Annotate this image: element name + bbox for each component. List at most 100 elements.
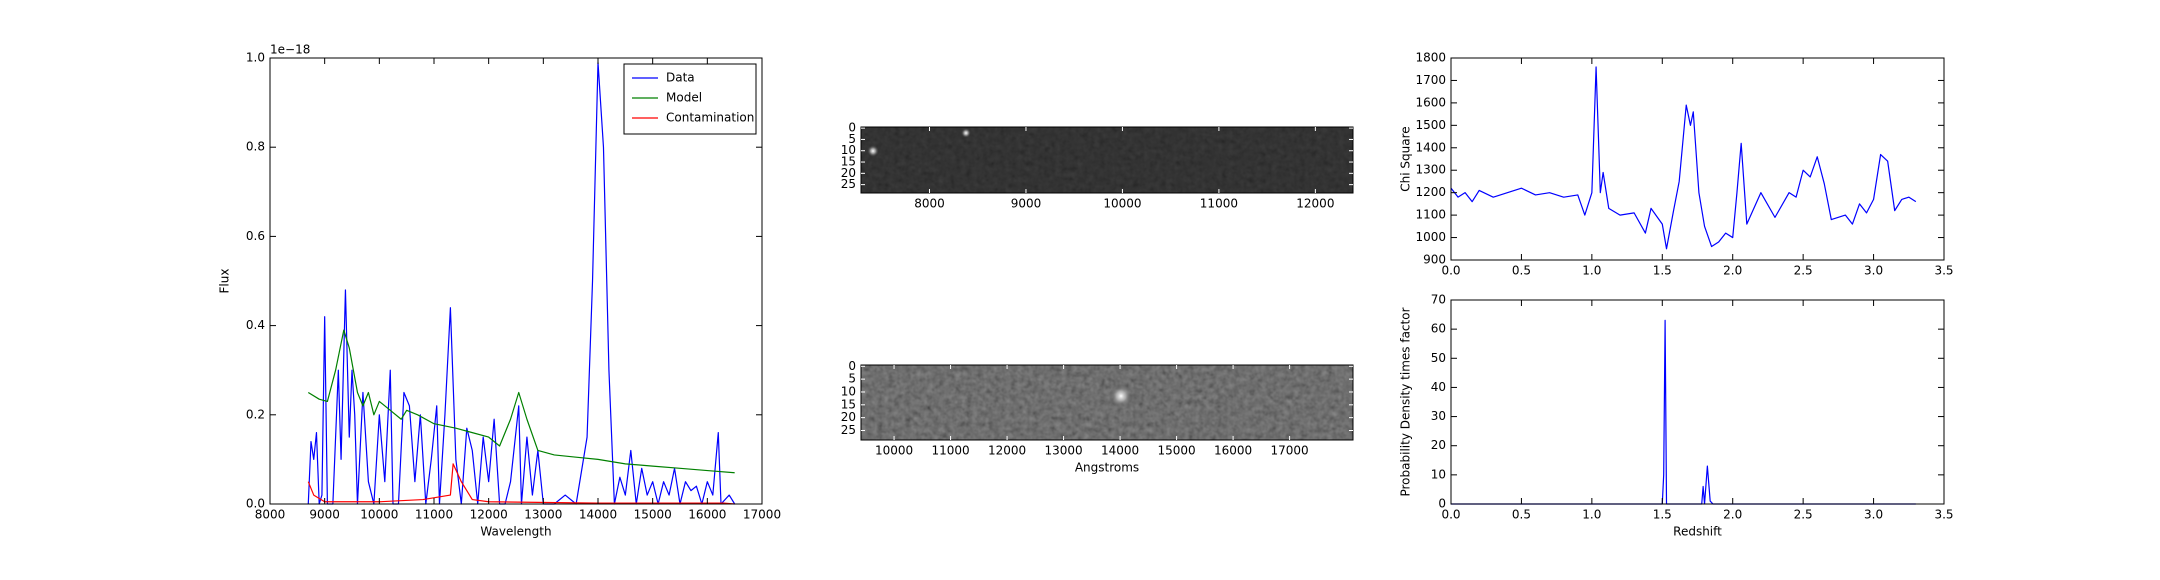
y-tick-label: 10	[841, 384, 856, 398]
plots: 8000 9000 10000 11000 12000 13000 14000 15000 16…	[218, 43, 1954, 539]
axes: 10000 11000 12000 13000 14000 15000 16000 17000…	[841, 359, 1354, 475]
x-tick-label: 11000	[1200, 197, 1238, 211]
x-axis-label: Redshift	[1673, 525, 1722, 539]
y-tick-label: 10	[841, 143, 856, 157]
image-source	[867, 145, 879, 157]
x-tick-label: 8000	[914, 197, 945, 211]
x-tick-label: 1.5	[1653, 264, 1672, 278]
y-tick-label: 1100	[1415, 208, 1446, 222]
x-tick-label: 0.5	[1512, 508, 1531, 522]
x-tick-label: 12000	[988, 444, 1026, 458]
axes-frame	[860, 126, 1354, 194]
x-tick-label: 9000	[309, 508, 340, 522]
legend-label: Contamination	[666, 111, 754, 125]
y-tick-label: 1000	[1415, 230, 1446, 244]
y-tick-label: 50	[1431, 351, 1446, 365]
y-tick-label: 40	[1431, 380, 1446, 394]
image-source	[1109, 384, 1133, 408]
y-tick-label: 30	[1431, 409, 1446, 423]
series-line	[307, 329, 735, 474]
x-tick-label: 2.5	[1794, 508, 1813, 522]
y-axis-label: Chi Square	[1399, 126, 1413, 191]
y-tick-label: 1200	[1415, 185, 1446, 199]
y-tick-label: 25	[841, 177, 856, 191]
x-tick-label: 1.0	[1582, 508, 1601, 522]
x-tick-label: 1.5	[1653, 508, 1672, 522]
x-tick-label: 15000	[1157, 444, 1195, 458]
legend-label: Data	[666, 71, 695, 85]
series-line	[1450, 66, 1917, 250]
legend-label: Model	[666, 91, 702, 105]
offset-label: 1e−18	[270, 43, 310, 57]
image-noise	[861, 365, 1353, 440]
y-tick-label: 1800	[1415, 51, 1446, 65]
image-source	[961, 128, 971, 138]
y-tick-label: 1300	[1415, 163, 1446, 177]
x-tick-label: 11000	[931, 444, 969, 458]
x-tick-label: 13000	[524, 508, 562, 522]
x-tick-label: 12000	[1296, 197, 1334, 211]
x-tick-label: 3.0	[1864, 508, 1883, 522]
series-line	[1451, 319, 1916, 505]
x-tick-label: 0.0	[1441, 508, 1460, 522]
y-tick-label: 0.2	[246, 407, 265, 421]
x-tick-label: 11000	[415, 508, 453, 522]
x-tick-label: 0.0	[1441, 264, 1460, 278]
y-tick-label: 0.0	[246, 497, 265, 511]
y-tick-label: 15	[841, 397, 856, 411]
x-tick-label: 3.5	[1934, 508, 1953, 522]
axes-frame	[269, 57, 763, 505]
x-tick-label: 17000	[1271, 444, 1309, 458]
image-noise	[861, 127, 1353, 193]
y-tick-label: 0	[848, 121, 856, 135]
x-tick-label: 1.0	[1582, 264, 1601, 278]
x-tick-label: 2.0	[1723, 508, 1742, 522]
series-line	[307, 61, 736, 505]
x-tick-label: 10000	[1103, 197, 1141, 211]
y-tick-label: 1600	[1415, 95, 1446, 109]
y-tick-label: 1400	[1415, 140, 1446, 154]
x-tick-label: 10000	[360, 508, 398, 522]
x-axis-label: Wavelength	[480, 525, 551, 539]
x-tick-label: 10000	[875, 444, 913, 458]
x-tick-label: 17000	[743, 508, 781, 522]
axes: 8000 9000 10000 11000 12000 13000 14000 15000 16…	[218, 43, 782, 539]
x-tick-label: 15000	[634, 508, 672, 522]
y-tick-label: 20	[1431, 438, 1446, 452]
axes: 0.0 0.5 1.0 1.5 2.0 2.5 3.0 3.5 900 1000 1100 1200 1…	[1399, 51, 1954, 278]
x-tick-label: 12000	[470, 508, 508, 522]
x-tick-label: 8000	[255, 508, 286, 522]
y-tick-label: 5	[848, 372, 856, 386]
y-tick-label: 0.6	[246, 229, 265, 243]
y-tick-label: 60	[1431, 322, 1446, 336]
x-tick-label: 16000	[1214, 444, 1252, 458]
x-tick-label: 14000	[1101, 444, 1139, 458]
x-axis-label: Angstroms	[1075, 461, 1139, 475]
y-tick-label: 10	[1431, 467, 1446, 481]
y-tick-label: 70	[1431, 293, 1446, 307]
y-tick-label: 900	[1423, 253, 1446, 267]
y-tick-label: 0.8	[246, 140, 265, 154]
x-tick-label: 13000	[1044, 444, 1082, 458]
x-tick-label: 9000	[1011, 197, 1042, 211]
y-tick-label: 1500	[1415, 118, 1446, 132]
x-tick-label: 2.0	[1723, 264, 1742, 278]
x-tick-label: 3.0	[1864, 264, 1883, 278]
x-tick-label: 2.5	[1794, 264, 1813, 278]
legend: Data Model Contamination	[623, 63, 757, 135]
y-tick-label: 0	[1438, 497, 1446, 511]
y-axis-label: Probability Density times factor	[1399, 307, 1413, 496]
axes-frame	[860, 364, 1354, 441]
y-tick-label: 0	[848, 359, 856, 373]
legend-frame	[623, 63, 757, 135]
x-tick-label: 0.5	[1512, 264, 1531, 278]
y-tick-label: 0.4	[246, 318, 265, 332]
axes-frame	[1450, 299, 1945, 505]
x-tick-label: 16000	[688, 508, 726, 522]
axes: 0.0 0.5 1.0 1.5 2.0 2.5 3.0 3.5 0 10 20 30 40 50 60 70 R…	[1399, 293, 1954, 539]
x-tick-label: 14000	[579, 508, 617, 522]
y-tick-label: 5	[848, 132, 856, 146]
y-axis-label: Flux	[218, 269, 232, 294]
